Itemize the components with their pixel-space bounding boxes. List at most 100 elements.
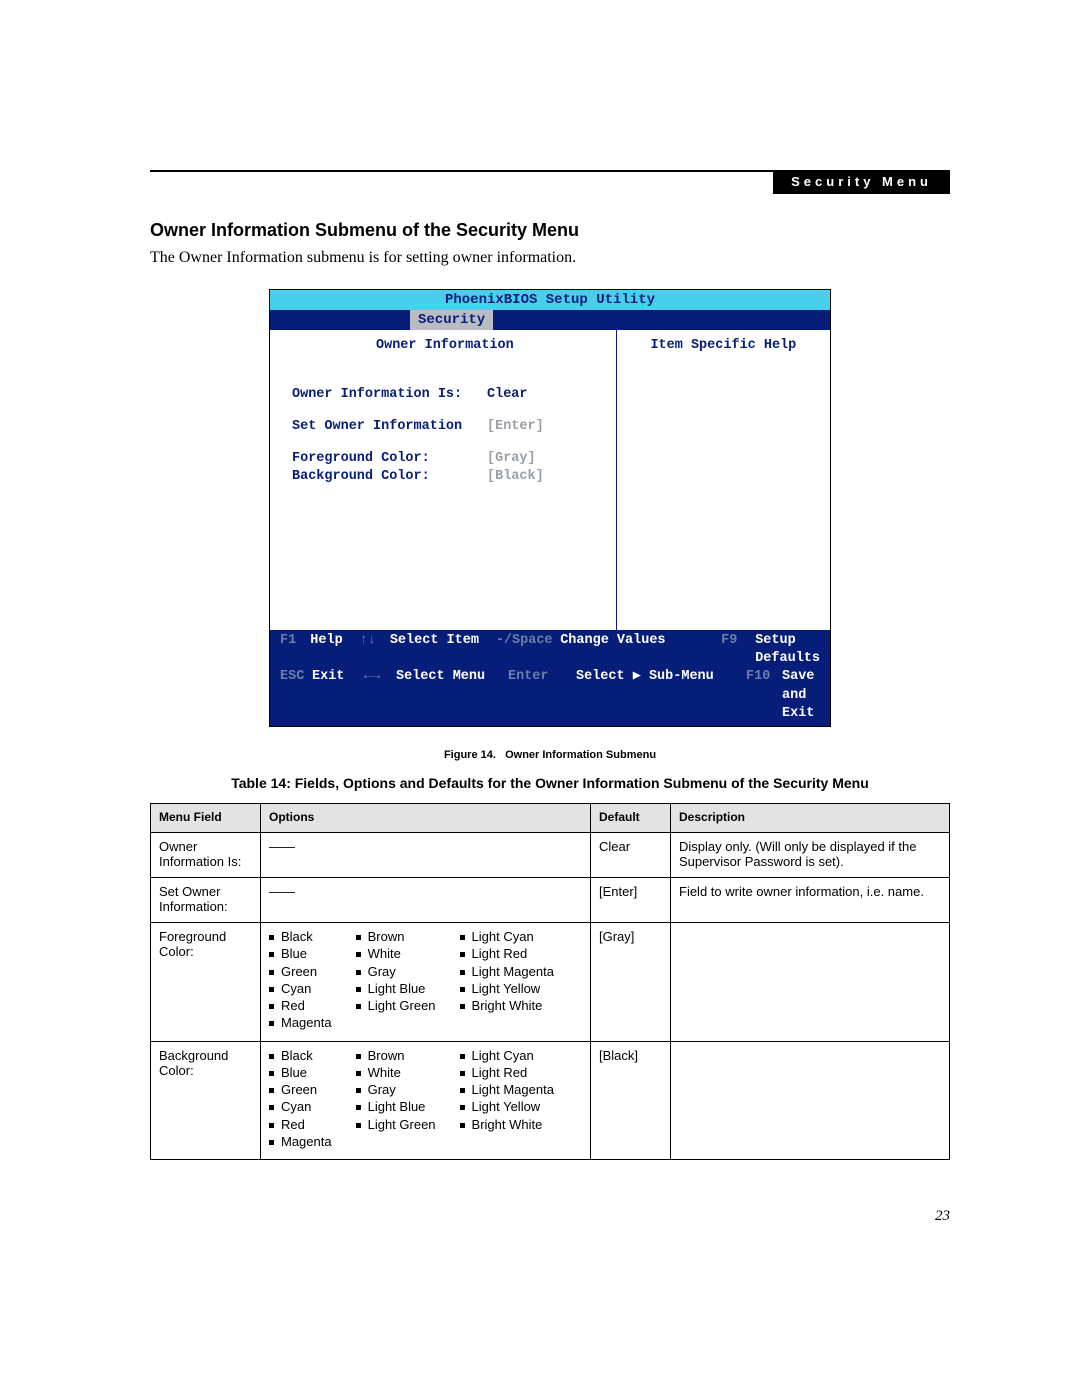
- page-number: 23: [150, 1208, 950, 1225]
- bios-key-label: Select Menu: [396, 668, 508, 723]
- option-item: Bright White: [460, 998, 554, 1014]
- cell-default: Clear: [591, 833, 671, 878]
- bullet-icon: [356, 935, 361, 940]
- table-body: Owner Information Is:——ClearDisplay only…: [151, 833, 950, 1160]
- option-label: Blue: [281, 1065, 307, 1081]
- option-label: Light Cyan: [472, 1048, 534, 1064]
- bullet-icon: [460, 935, 465, 940]
- option-item: Light Cyan: [460, 1048, 554, 1064]
- option-label: Brown: [368, 929, 405, 945]
- option-label: Light Red: [472, 1065, 528, 1081]
- section-title: Owner Information Submenu of the Securit…: [150, 220, 950, 241]
- bios-row-value: [Gray]: [487, 451, 587, 466]
- option-item: Green: [269, 1082, 332, 1098]
- bios-key-label: Select ▶ Sub-Menu: [576, 668, 746, 723]
- option-label: Light Red: [472, 946, 528, 962]
- bios-left-panel: Owner Information Owner Information Is: …: [270, 330, 617, 630]
- figure-caption: Figure 14. Owner Information Submenu: [150, 749, 950, 761]
- bios-key-label: Help: [310, 632, 359, 668]
- bullet-icon: [356, 970, 361, 975]
- bios-footer-row: F1 Help ↑↓ Select Item -/Space Change Va…: [280, 632, 820, 668]
- bios-row: Set Owner Information [Enter]: [292, 419, 598, 434]
- option-item: Light Blue: [356, 1099, 436, 1115]
- option-label: Bright White: [472, 1117, 543, 1133]
- table-row: Background Color: BlackBlueGreenCyan RedMa…: [151, 1041, 950, 1160]
- option-label: Light Magenta: [472, 964, 554, 980]
- bios-row-label: Owner Information Is:: [292, 387, 487, 402]
- option-label: White: [368, 946, 401, 962]
- option-item: White: [356, 1065, 436, 1081]
- th-default: Default: [591, 804, 671, 833]
- bullet-icon: [269, 1021, 274, 1026]
- option-item: Light Green: [356, 1117, 436, 1133]
- option-item: Black: [269, 929, 332, 945]
- option-label: Red: [281, 1117, 305, 1133]
- bios-row-label: Foreground Color:: [292, 451, 487, 466]
- bios-key-label: Setup Defaults: [755, 632, 820, 668]
- bios-footer-row: ESC Exit ←→ Select Menu Enter Select ▶ S…: [280, 668, 820, 723]
- bios-row: Owner Information Is: Clear: [292, 387, 598, 402]
- bios-body: Owner Information Owner Information Is: …: [270, 330, 830, 630]
- bullet-icon: [460, 1123, 465, 1128]
- option-item: Light Green: [356, 998, 436, 1014]
- option-label: Light Green: [368, 998, 436, 1014]
- option-item: Gray: [356, 964, 436, 980]
- option-item: Gray: [356, 1082, 436, 1098]
- bios-tab-bar: Security: [270, 310, 830, 330]
- option-label: Bright White: [472, 998, 543, 1014]
- option-label: Black: [281, 1048, 313, 1064]
- option-label: Green: [281, 964, 317, 980]
- option-item: Light Red: [460, 1065, 554, 1081]
- option-label: Magenta: [281, 1134, 332, 1150]
- header-rule: Security Menu: [150, 170, 950, 172]
- option-label: White: [368, 1065, 401, 1081]
- bullet-icon: [460, 1054, 465, 1059]
- option-item: Light Yellow: [460, 981, 554, 997]
- bullet-icon: [460, 1105, 465, 1110]
- bios-footer: F1 Help ↑↓ Select Item -/Space Change Va…: [270, 630, 830, 726]
- cell-description: Field to write owner information, i.e. n…: [671, 878, 950, 923]
- cell-menu-field: Owner Information Is:: [151, 833, 261, 878]
- bullet-icon: [269, 1054, 274, 1059]
- bullet-icon: [356, 1088, 361, 1093]
- option-item: Red: [269, 1117, 332, 1133]
- bios-panel-title: Owner Information: [292, 338, 598, 353]
- option-label: Light Blue: [368, 981, 426, 997]
- cell-description: Display only. (Will only be displayed if…: [671, 833, 950, 878]
- cell-options: BlackBlueGreenCyanRedMagentaBrownWhiteGr…: [261, 923, 591, 1042]
- option-item: Cyan: [269, 1099, 332, 1115]
- bullet-icon: [460, 1071, 465, 1076]
- bios-row: Foreground Color: [Gray]: [292, 451, 598, 466]
- bios-key-label: Save and Exit: [782, 668, 820, 723]
- option-label: Light Green: [368, 1117, 436, 1133]
- bios-key: -/Space: [496, 632, 560, 668]
- bullet-icon: [460, 952, 465, 957]
- cell-default: [Enter]: [591, 878, 671, 923]
- table-header: Menu Field Options Default Description: [151, 804, 950, 833]
- bullet-icon: [269, 1123, 274, 1128]
- bullet-icon: [356, 952, 361, 957]
- option-label: Light Magenta: [472, 1082, 554, 1098]
- bullet-icon: [269, 1088, 274, 1093]
- bullet-icon: [356, 1123, 361, 1128]
- bullet-icon: [356, 987, 361, 992]
- th-options: Options: [261, 804, 591, 833]
- bullet-icon: [356, 1054, 361, 1059]
- bullet-icon: [269, 970, 274, 975]
- option-label: Cyan: [281, 1099, 311, 1115]
- bullet-icon: [269, 935, 274, 940]
- option-label: Light Blue: [368, 1099, 426, 1115]
- bios-key: F1: [280, 632, 310, 668]
- option-item: Bright White: [460, 1117, 554, 1133]
- bios-title-bar: PhoenixBIOS Setup Utility: [270, 290, 830, 310]
- cell-menu-field: Background Color:: [151, 1041, 261, 1160]
- option-item: Brown: [356, 1048, 436, 1064]
- bullet-icon: [460, 1004, 465, 1009]
- option-item: Light Cyan: [460, 929, 554, 945]
- bullet-icon: [356, 1004, 361, 1009]
- bios-key-label: Exit: [312, 668, 364, 723]
- bios-row-value: [Black]: [487, 469, 587, 484]
- table-row: Owner Information Is:——ClearDisplay only…: [151, 833, 950, 878]
- option-label: Brown: [368, 1048, 405, 1064]
- bios-key: Enter: [508, 668, 576, 723]
